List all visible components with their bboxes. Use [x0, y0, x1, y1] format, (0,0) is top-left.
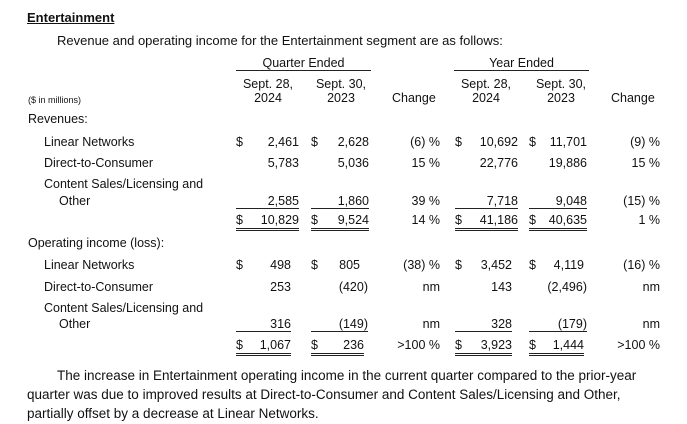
rev-dtc-y23: 19,886 [548, 156, 587, 170]
oi-total-q24: 1,067 [259, 338, 291, 352]
oi-content-ychg: nm [642, 317, 660, 331]
currency-symbol: $ [236, 213, 243, 227]
oi-dtc-label: Direct-to-Consumer [44, 280, 154, 294]
rev-total-qchg: 14 % [411, 213, 441, 227]
oi-total-y24: 3,923 [480, 338, 512, 352]
currency-symbol: $ [455, 135, 462, 149]
rev-content-qchg: 39 % [411, 194, 441, 208]
rev-linear-y24: 10,692 [479, 135, 518, 149]
oi-content-qchg: nm [422, 317, 440, 331]
oi-dtc-y24: 143 [491, 280, 512, 294]
oi-total-y23: 1,444 [552, 338, 584, 352]
rev-dtc-ychg: 15 % [631, 156, 661, 170]
units-label: ($ in millions) [28, 95, 82, 105]
oi-dtc-ychg: nm [642, 280, 660, 294]
oi-linear-ychg: (16) % [623, 258, 660, 272]
header-year-2023: Sept. 30, 2023 [535, 77, 587, 105]
oi-linear-y24: 3,452 [480, 258, 512, 272]
header-quarter-2023: Sept. 30, 2023 [315, 77, 367, 105]
currency-symbol: $ [311, 338, 318, 352]
currency-symbol: $ [529, 258, 536, 272]
rev-total-y23-cell: $ 40,635 [529, 213, 587, 231]
rev-linear-label: Linear Networks [44, 135, 135, 149]
oi-total-q24-cell: $ 1,067 [236, 338, 291, 356]
rev-content-ychg: (15) % [623, 194, 660, 208]
currency-symbol: $ [311, 258, 318, 272]
header-year-change: Change [611, 91, 655, 105]
rev-content-y23: 9,048 [529, 194, 587, 209]
rev-linear-qchg: (6) % [410, 135, 440, 149]
oi-total-ychg: >100 % [617, 338, 660, 352]
year-ended-header: Year Ended [454, 56, 589, 71]
currency-symbol: $ [311, 213, 318, 227]
closing-paragraph-line2: quarter was due to improved results at D… [27, 387, 621, 402]
currency-symbol: $ [236, 135, 243, 149]
rev-total-y24-cell: $ 41,186 [455, 213, 518, 231]
rev-total-q23-cell: $ 9,524 [311, 213, 369, 231]
rev-total-y23: 40,635 [548, 213, 587, 227]
oi-total-y23-cell: $ 1,444 [529, 338, 584, 356]
oi-linear-q23: 805 [339, 258, 360, 272]
oi-linear-label: Linear Networks [44, 258, 135, 272]
oi-linear-q24: 498 [270, 258, 291, 272]
oi-linear-y23: 4,119 [553, 258, 584, 272]
closing-paragraph-line3: partially offset by a decrease at Linear… [27, 406, 319, 421]
oi-total-q23: 236 [343, 338, 364, 352]
rev-content-label-line2: Other [59, 194, 91, 208]
oi-linear-qchg: (38) % [403, 258, 440, 272]
header-quarter-change: Change [392, 91, 436, 105]
rev-content-q24: 2,585 [236, 194, 299, 209]
rev-dtc-y24: 22,776 [479, 156, 518, 170]
rev-content-q23: 1,860 [311, 194, 369, 209]
rev-linear-q24: 2,461 [267, 135, 299, 149]
oi-dtc-y23: (2,496) [547, 280, 587, 294]
revenues-label: Revenues: [28, 112, 88, 126]
currency-symbol: $ [529, 213, 536, 227]
rev-dtc-qchg: 15 % [411, 156, 441, 170]
rev-content-y24: 7,718 [455, 194, 518, 209]
oi-content-y24: 328 [455, 317, 512, 332]
oi-total-y24-cell: $ 3,923 [455, 338, 512, 356]
rev-content-label-line1: Content Sales/Licensing and [44, 177, 204, 191]
closing-paragraph-line1: The increase in Entertainment operating … [57, 368, 637, 383]
oi-content-y23: (179) [529, 317, 587, 332]
rev-linear-ychg: (9) % [630, 135, 660, 149]
intro-text: Revenue and operating income for the Ent… [57, 33, 503, 48]
currency-symbol: $ [455, 213, 462, 227]
oi-dtc-q24: 253 [270, 280, 291, 294]
currency-symbol: $ [529, 135, 536, 149]
oi-total-qchg: >100 % [397, 338, 440, 352]
rev-total-q24-cell: $ 10,829 [236, 213, 299, 231]
rev-linear-q23: 2,628 [337, 135, 369, 149]
operating-income-label: Operating income (loss): [28, 236, 165, 250]
rev-total-q24: 10,829 [260, 213, 299, 227]
oi-content-label-line1: Content Sales/Licensing and [44, 301, 204, 315]
oi-content-q23: (149) [311, 317, 368, 332]
section-title: Entertainment [27, 10, 115, 25]
quarter-ended-header: Quarter Ended [236, 56, 371, 71]
currency-symbol: $ [455, 338, 462, 352]
header-quarter-2024: Sept. 28, 2024 [242, 77, 294, 105]
rev-total-y24: 41,186 [479, 213, 518, 227]
header-year-2024: Sept. 28, 2024 [460, 77, 512, 105]
currency-symbol: $ [236, 338, 243, 352]
rev-dtc-q23: 5,036 [337, 156, 369, 170]
oi-content-q24: 316 [236, 317, 291, 332]
rev-linear-y23: 11,701 [549, 135, 587, 149]
oi-total-q23-cell: $ 236 [311, 338, 364, 356]
currency-symbol: $ [529, 338, 536, 352]
currency-symbol: $ [236, 258, 243, 272]
oi-dtc-qchg: nm [422, 280, 440, 294]
rev-total-ychg: 1 % [638, 213, 660, 227]
oi-dtc-q23: (420) [338, 280, 368, 294]
currency-symbol: $ [311, 135, 318, 149]
rev-dtc-label: Direct-to-Consumer [44, 156, 154, 170]
rev-total-q23: 9,524 [337, 213, 369, 227]
currency-symbol: $ [455, 258, 462, 272]
oi-content-label-line2: Other [59, 317, 91, 331]
rev-dtc-q24: 5,783 [267, 156, 299, 170]
